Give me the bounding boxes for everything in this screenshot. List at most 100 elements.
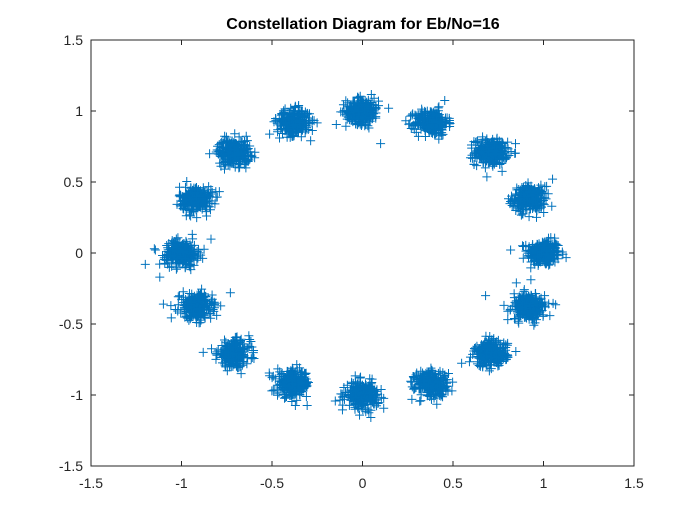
data-point bbox=[516, 210, 526, 220]
data-point bbox=[178, 192, 188, 202]
data-point bbox=[228, 139, 238, 149]
data-point bbox=[496, 147, 506, 157]
data-point bbox=[536, 257, 546, 267]
data-point bbox=[205, 149, 215, 159]
data-point bbox=[431, 109, 441, 119]
data-point bbox=[507, 201, 517, 211]
data-point bbox=[361, 101, 371, 111]
data-point bbox=[283, 123, 292, 133]
data-point bbox=[236, 153, 246, 163]
data-point bbox=[416, 114, 426, 124]
data-point bbox=[302, 123, 312, 133]
data-point bbox=[506, 197, 516, 207]
data-point bbox=[214, 145, 224, 155]
data-point bbox=[427, 109, 437, 119]
data-point bbox=[221, 136, 231, 146]
y-tick-label: -1.5 bbox=[59, 458, 83, 474]
data-point bbox=[303, 109, 313, 119]
data-point bbox=[511, 139, 520, 149]
y-tick-label: -0.5 bbox=[59, 316, 83, 332]
data-point bbox=[191, 205, 201, 215]
data-point bbox=[216, 150, 226, 160]
y-tick-label: 0 bbox=[75, 245, 83, 261]
data-point bbox=[526, 190, 536, 200]
y-tick-label: -1 bbox=[71, 387, 84, 403]
data-point bbox=[522, 205, 532, 215]
data-point bbox=[384, 103, 394, 113]
data-point bbox=[411, 127, 421, 137]
data-point bbox=[186, 189, 196, 199]
data-point bbox=[553, 241, 563, 251]
data-point bbox=[281, 119, 291, 129]
data-point bbox=[363, 121, 373, 131]
data-point bbox=[527, 246, 537, 256]
data-point bbox=[277, 120, 286, 130]
data-point bbox=[187, 196, 197, 206]
data-point bbox=[445, 118, 455, 128]
data-point bbox=[540, 193, 550, 203]
data-point bbox=[531, 242, 541, 252]
data-point bbox=[217, 150, 227, 160]
data-point bbox=[490, 140, 500, 150]
data-point bbox=[404, 119, 414, 129]
data-point bbox=[531, 200, 541, 210]
data-point bbox=[477, 145, 487, 155]
data-point bbox=[495, 159, 505, 169]
data-point bbox=[540, 254, 550, 264]
data-point bbox=[287, 131, 297, 141]
data-point bbox=[218, 157, 228, 167]
data-point bbox=[539, 242, 549, 252]
data-point bbox=[269, 117, 279, 127]
data-point bbox=[539, 200, 549, 210]
data-point bbox=[526, 275, 536, 285]
data-point bbox=[201, 207, 211, 217]
data-point bbox=[437, 121, 447, 131]
data-point bbox=[347, 104, 357, 114]
data-point bbox=[558, 249, 568, 259]
data-point bbox=[230, 129, 240, 139]
data-point bbox=[312, 118, 322, 128]
data-point bbox=[359, 112, 369, 122]
data-point bbox=[522, 192, 532, 202]
data-point bbox=[504, 151, 514, 161]
data-point bbox=[478, 145, 488, 155]
data-point bbox=[547, 201, 557, 211]
data-point bbox=[437, 112, 447, 122]
data-point bbox=[478, 154, 488, 164]
data-point bbox=[434, 118, 444, 128]
data-point bbox=[180, 182, 190, 192]
data-point bbox=[186, 211, 196, 221]
data-point bbox=[286, 103, 296, 113]
data-point bbox=[518, 253, 528, 263]
data-point bbox=[265, 129, 275, 139]
data-point bbox=[494, 151, 504, 161]
data-point bbox=[236, 137, 246, 147]
data-point bbox=[204, 182, 214, 192]
data-point bbox=[521, 240, 531, 250]
data-point bbox=[483, 147, 493, 157]
data-point bbox=[552, 247, 562, 257]
data-point bbox=[539, 207, 549, 217]
data-point bbox=[277, 109, 287, 119]
data-point bbox=[192, 213, 202, 223]
data-point bbox=[241, 141, 251, 151]
data-point bbox=[288, 120, 298, 130]
data-point bbox=[537, 186, 547, 196]
x-tick-label: 0.5 bbox=[443, 475, 463, 491]
data-point bbox=[374, 101, 384, 111]
data-point bbox=[200, 196, 210, 206]
data-point bbox=[274, 114, 284, 124]
x-tick-label: 1.5 bbox=[624, 475, 644, 491]
data-point bbox=[476, 146, 486, 156]
data-point bbox=[225, 161, 235, 171]
data-point bbox=[223, 152, 233, 162]
data-point bbox=[341, 96, 351, 106]
data-point bbox=[548, 255, 558, 265]
data-point bbox=[544, 260, 554, 270]
data-point bbox=[523, 196, 533, 206]
data-point bbox=[229, 145, 239, 155]
data-point bbox=[362, 102, 372, 112]
data-point bbox=[369, 106, 379, 116]
data-point bbox=[430, 116, 440, 126]
